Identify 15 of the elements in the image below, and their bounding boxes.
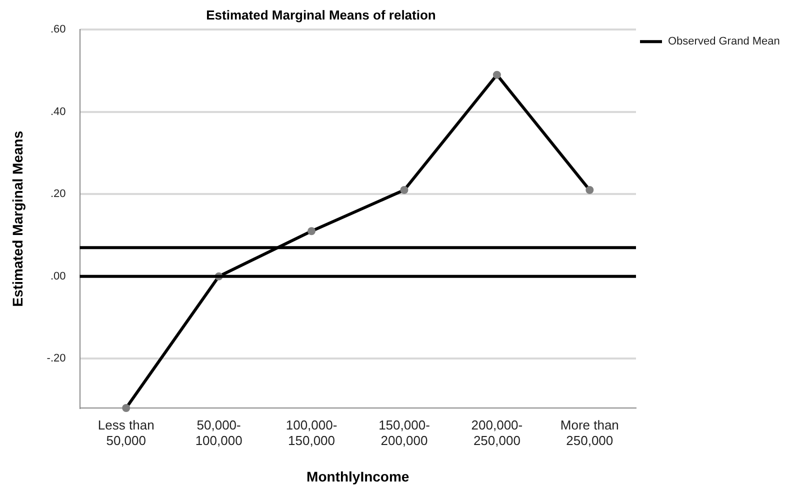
y-axis-title: Estimated Marginal Means [9,130,26,307]
chart-title: Estimated Marginal Means of relation [206,7,436,22]
y-tick-label: -.20 [46,352,66,365]
y-tick-label: .60 [50,24,66,36]
legend-label: Observed Grand Mean [668,36,780,48]
x-tick-label: 50,000-100,000 [195,417,242,448]
y-tick-label: .00 [50,270,66,282]
x-tick-label: More than 250,000 [560,417,619,448]
x-axis-title: MonthlyIncome [306,468,410,484]
y-tick-label: .40 [50,106,66,118]
x-tick-label: Less than 50,000 [98,417,154,448]
x-tick-label: 100,000-150,000 [286,417,338,448]
y-tick-label: .20 [50,188,66,200]
x-tick-label: 200,000-250,000 [471,417,523,448]
x-tick-label: 150,000-200,000 [378,417,430,448]
